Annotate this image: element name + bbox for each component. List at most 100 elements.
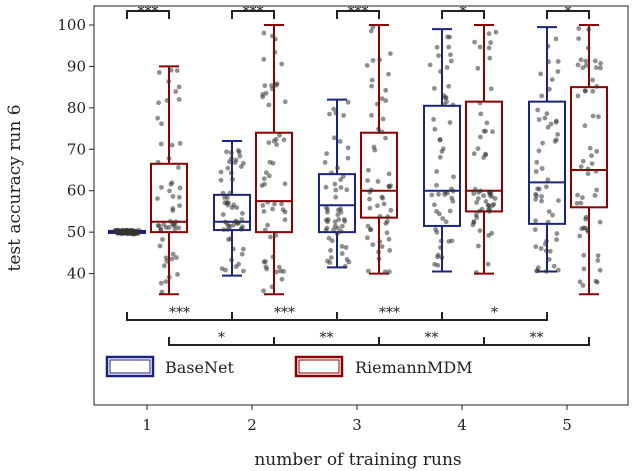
data-point [277, 132, 282, 138]
data-point [545, 124, 551, 130]
data-point [550, 212, 555, 218]
data-point [176, 194, 182, 200]
data-point [444, 99, 449, 104]
data-point [241, 160, 246, 166]
data-point [493, 29, 499, 35]
data-point [338, 209, 344, 215]
data-point [161, 263, 167, 269]
data-point [327, 111, 332, 117]
data-point [369, 112, 374, 118]
data-point [262, 181, 267, 187]
data-point [271, 138, 277, 144]
data-point [427, 62, 433, 68]
data-point [265, 222, 270, 228]
data-point [388, 207, 394, 213]
data-point [279, 61, 285, 67]
data-point [534, 159, 540, 165]
data-point [579, 226, 585, 232]
data-point [239, 226, 245, 232]
data-point [175, 272, 180, 277]
data-point [281, 269, 287, 274]
data-point [345, 145, 351, 151]
data-point [450, 102, 456, 108]
data-point [224, 149, 229, 155]
data-point [543, 248, 549, 254]
data-point [172, 226, 178, 232]
data-point [325, 209, 330, 215]
data-point [240, 211, 245, 216]
data-point [364, 63, 370, 68]
data-point [381, 201, 387, 207]
legend-label: RiemannMDM [355, 358, 473, 377]
box-basenet-5 [528, 26, 566, 273]
data-point [268, 234, 273, 240]
bracket-line [483, 337, 590, 346]
data-point [376, 126, 381, 132]
data-point [263, 170, 269, 176]
legend-item-riemannmdm: RiemannMDM [294, 355, 473, 378]
box-body [465, 100, 503, 213]
data-point [438, 238, 444, 244]
data-point [274, 142, 280, 148]
data-point [383, 87, 389, 93]
data-point [598, 61, 603, 66]
boxes-layer [108, 24, 608, 296]
data-point [166, 274, 172, 280]
data-point [266, 102, 272, 108]
data-point [475, 146, 481, 152]
data-point [585, 45, 591, 51]
significance-label: * [460, 4, 467, 20]
data-point [593, 278, 599, 284]
data-point [534, 268, 539, 274]
data-point [544, 111, 550, 116]
data-point [386, 171, 392, 177]
data-point [377, 214, 383, 219]
data-point [163, 279, 169, 284]
data-point [338, 228, 344, 234]
data-point [239, 217, 245, 222]
data-point [386, 71, 391, 77]
significance-label: ** [425, 330, 439, 346]
data-point [385, 214, 391, 220]
data-point [222, 195, 227, 200]
data-point [115, 230, 121, 236]
data-point [597, 219, 603, 225]
data-point [576, 26, 582, 31]
data-point [596, 114, 601, 120]
data-point [432, 261, 438, 267]
data-point [544, 184, 549, 190]
data-point [173, 89, 179, 94]
data-point [473, 270, 479, 275]
data-point [546, 59, 551, 65]
data-point [331, 135, 337, 141]
data-point [575, 62, 581, 68]
data-point [379, 194, 385, 200]
data-point [532, 227, 538, 233]
data-point [376, 249, 381, 255]
data-point [260, 203, 266, 208]
data-point [488, 190, 494, 196]
data-point [489, 230, 495, 236]
data-point [551, 263, 557, 269]
data-point [341, 113, 346, 118]
data-point [375, 203, 380, 209]
data-point [370, 242, 376, 248]
data-point [549, 77, 555, 82]
data-point [342, 218, 348, 224]
data-point [476, 190, 481, 195]
data-point [486, 45, 492, 51]
data-point [237, 153, 243, 159]
data-point [233, 264, 239, 270]
data-point [370, 58, 376, 63]
data-point [272, 36, 278, 42]
data-point [477, 100, 483, 106]
data-point [472, 39, 477, 45]
data-point [229, 156, 234, 161]
data-point [449, 238, 455, 244]
data-point [365, 235, 370, 241]
data-point [545, 219, 551, 225]
bracket-line [441, 10, 485, 19]
data-point [387, 269, 392, 275]
data-point [328, 248, 333, 253]
data-point [485, 261, 491, 267]
